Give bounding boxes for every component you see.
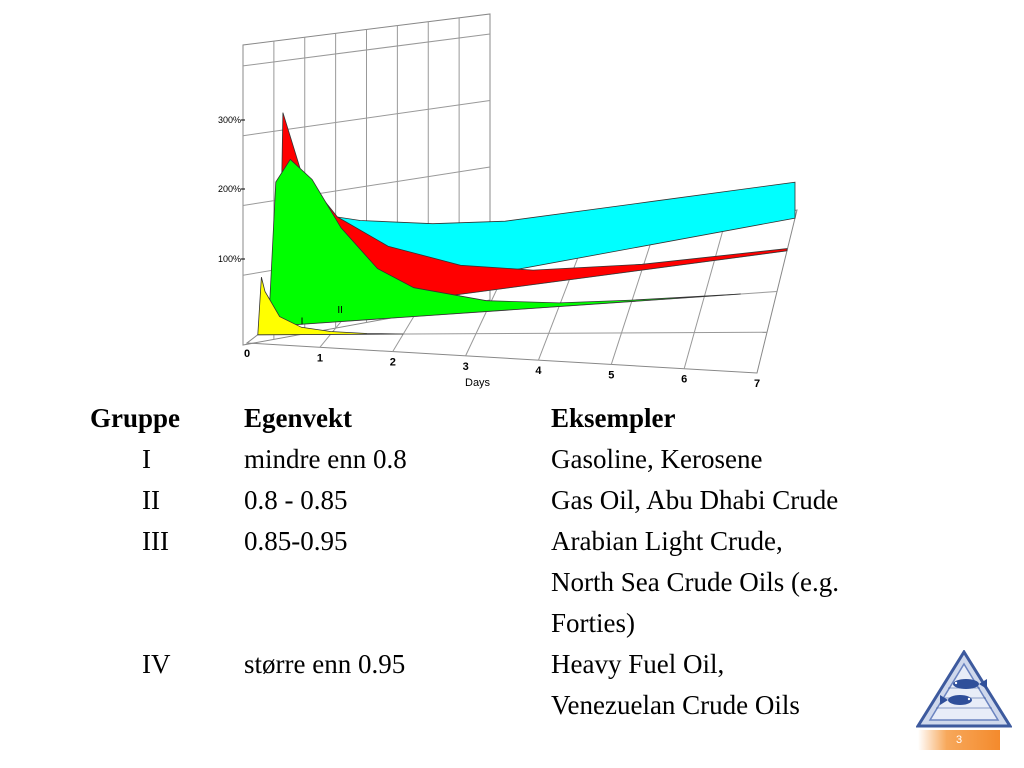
table-row: II 0.8 - 0.85 Gas Oil, Abu Dhabi Crude	[90, 480, 990, 521]
table-row: I mindre enn 0.8 Gasoline, Kerosene	[90, 439, 990, 480]
fish-triangle-logo-icon	[916, 650, 1012, 728]
chart-labels: 100% 200% 300% 0 1 2 3 4 5 6 7 Days	[218, 115, 760, 390]
series-label: II	[337, 305, 343, 316]
table-header-row: Gruppe Egenvekt Eksempler	[90, 398, 990, 439]
x-tick-label: 1	[317, 352, 323, 364]
x-tick-label: 0	[244, 348, 250, 360]
header-density: Egenvekt	[244, 403, 352, 433]
header-examples: Eksempler	[551, 403, 676, 433]
series-II-area	[268, 158, 741, 327]
x-tick-label: 6	[681, 374, 687, 386]
properties-table: Gruppe Egenvekt Eksempler I mindre enn 0…	[90, 398, 990, 726]
series-label: I	[301, 317, 304, 328]
row-density: mindre enn 0.8	[244, 444, 407, 474]
row-group: I	[142, 444, 151, 474]
row-group: II	[142, 485, 160, 515]
page-number-badge: 3	[918, 730, 1000, 750]
header-group: Gruppe	[90, 403, 181, 433]
row-examples: Gasoline, Kerosene	[551, 444, 763, 474]
y-tick-label: 100%	[218, 254, 241, 264]
row-group: III	[142, 526, 169, 556]
row-density: 0.8 - 0.85	[244, 485, 348, 515]
row-examples: Gas Oil, Abu Dhabi Crude	[551, 485, 839, 515]
row-group: IV	[142, 649, 171, 679]
x-tick-label: 7	[754, 378, 760, 390]
table-row: IV større enn 0.95 Heavy Fuel Oil, Venez…	[90, 644, 990, 726]
series-III-area	[278, 112, 788, 319]
row-density: 0.85-0.95	[244, 526, 348, 556]
x-tick-label: 3	[463, 361, 469, 373]
x-tick-label: 5	[608, 369, 614, 381]
chart-gridline	[242, 33, 491, 67]
row-examples: Heavy Fuel Oil, Venezuelan Crude Oils	[551, 649, 800, 720]
series-I-area	[257, 277, 404, 336]
row-density: større enn 0.95	[244, 649, 406, 679]
x-tick-label: 2	[390, 357, 396, 369]
y-tick-label: 300%	[218, 115, 241, 125]
y-tick-label: 200%	[218, 184, 241, 194]
table-row: III 0.85-0.95 Arabian Light Crude, North…	[90, 521, 990, 644]
x-tick-label: 4	[535, 365, 542, 377]
chart-series-layer: IVIIIIII	[257, 112, 796, 336]
x-axis-title: Days	[465, 377, 491, 389]
row-examples: Arabian Light Crude, North Sea Crude Oil…	[551, 526, 839, 638]
